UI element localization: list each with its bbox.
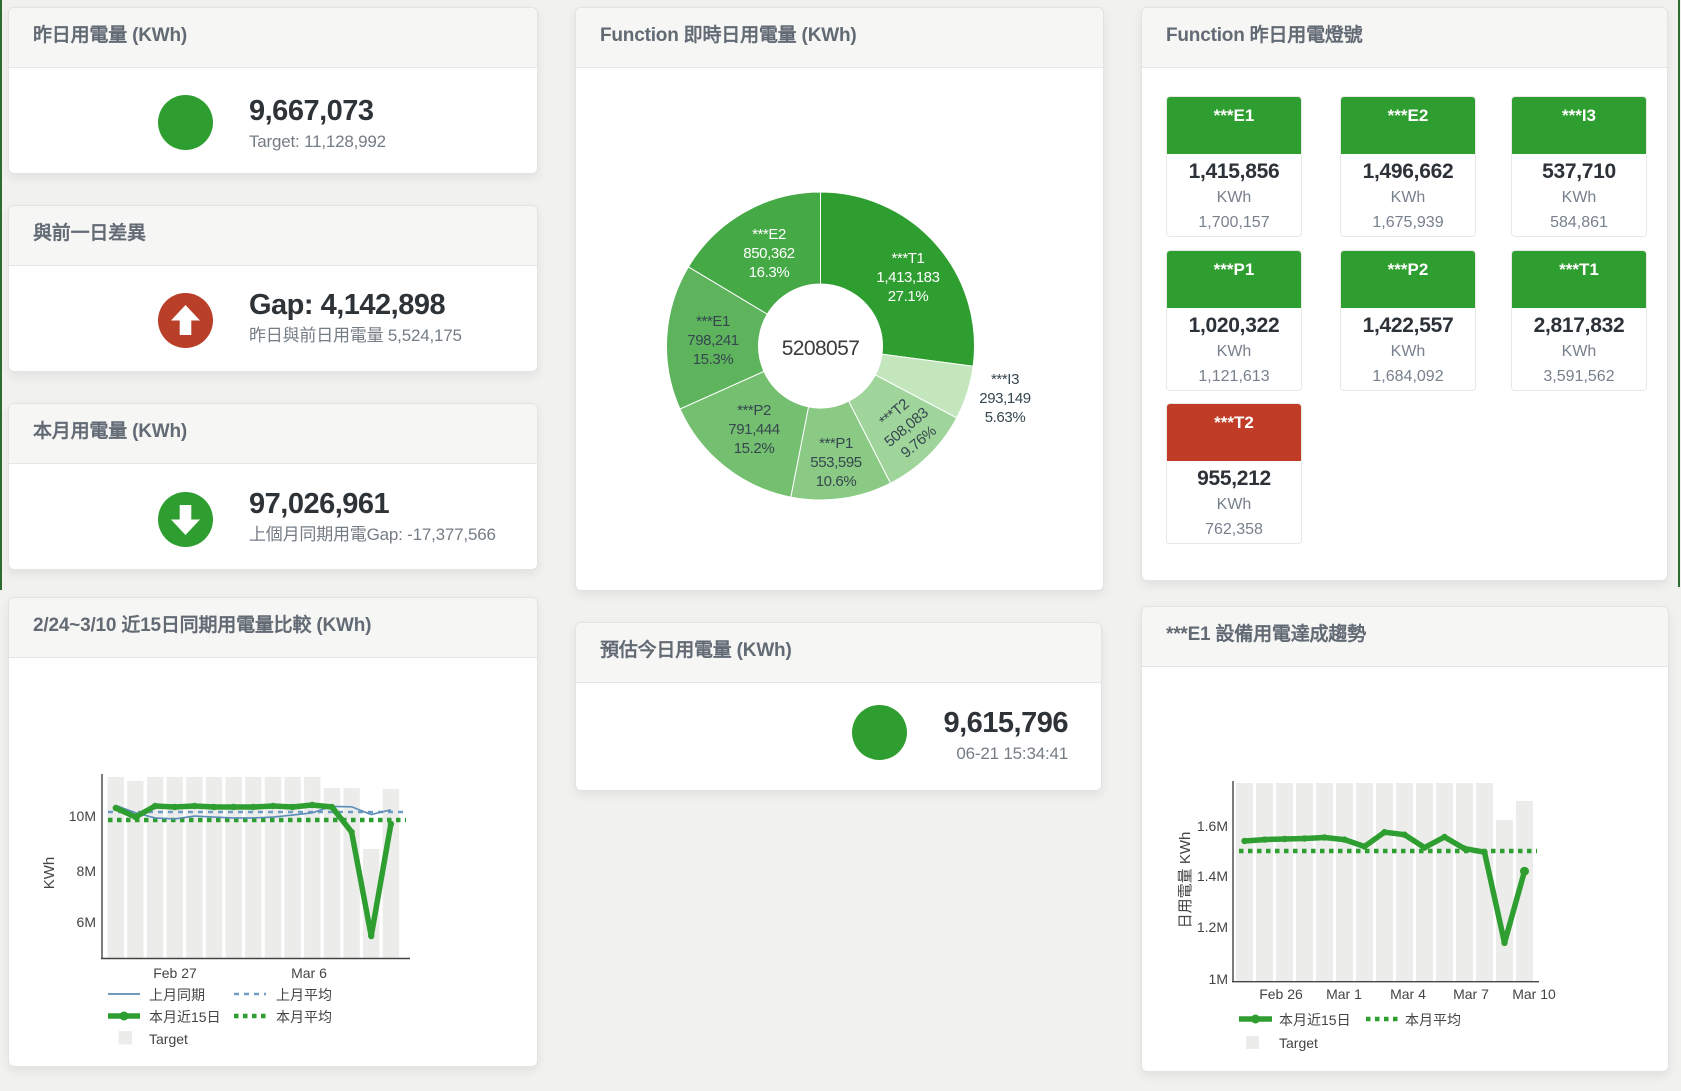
svg-text:KWh: KWh [41, 857, 58, 890]
svg-text:***E2: ***E2 [752, 226, 786, 243]
svg-text:791,444: 791,444 [728, 421, 779, 438]
svg-text:15.3%: 15.3% [693, 351, 734, 368]
svg-text:1.6M: 1.6M [1197, 818, 1228, 834]
svg-text:5.63%: 5.63% [985, 409, 1026, 426]
svg-text:16.3%: 16.3% [749, 264, 790, 281]
svg-text:27.1%: 27.1% [888, 288, 929, 305]
svg-text:Mar 4: Mar 4 [1390, 986, 1426, 1002]
svg-text:850,362: 850,362 [743, 245, 794, 262]
svg-text:10.6%: 10.6% [816, 473, 857, 490]
svg-text:1.2M: 1.2M [1197, 919, 1228, 935]
svg-text:本月平均: 本月平均 [276, 1009, 332, 1025]
svg-text:553,595: 553,595 [810, 454, 861, 471]
svg-text:日用電量 KWh: 日用電量 KWh [1177, 832, 1194, 929]
svg-text:***P2: ***P2 [737, 402, 771, 419]
svg-text:1,413,183: 1,413,183 [876, 269, 939, 286]
svg-text:上月平均: 上月平均 [276, 987, 332, 1003]
svg-text:本月平均: 本月平均 [1405, 1012, 1461, 1028]
svg-text:***E1: ***E1 [696, 313, 730, 330]
svg-text:798,241: 798,241 [687, 332, 738, 349]
svg-text:6M: 6M [77, 914, 96, 930]
svg-text:Mar 6: Mar 6 [291, 965, 327, 981]
svg-text:293,149: 293,149 [979, 390, 1030, 407]
svg-text:Mar 10: Mar 10 [1512, 986, 1556, 1002]
svg-text:5208057: 5208057 [782, 337, 860, 360]
svg-text:本月近15日: 本月近15日 [1279, 1012, 1351, 1028]
svg-text:10M: 10M [69, 808, 96, 824]
svg-text:上月同期: 上月同期 [149, 987, 205, 1003]
svg-text:1M: 1M [1209, 971, 1228, 987]
svg-text:Feb 26: Feb 26 [1259, 986, 1303, 1002]
svg-text:Mar 7: Mar 7 [1453, 986, 1489, 1002]
svg-text:***T1: ***T1 [891, 250, 924, 267]
svg-text:Mar 1: Mar 1 [1326, 986, 1362, 1002]
svg-text:Target: Target [149, 1031, 188, 1047]
svg-text:Feb 27: Feb 27 [153, 965, 197, 981]
svg-text:8M: 8M [77, 863, 96, 879]
svg-text:1.4M: 1.4M [1197, 868, 1228, 884]
svg-text:Target: Target [1279, 1035, 1318, 1051]
svg-text:15.2%: 15.2% [734, 440, 775, 457]
svg-text:***P1: ***P1 [819, 435, 853, 452]
svg-text:***I3: ***I3 [991, 371, 1019, 388]
svg-text:本月近15日: 本月近15日 [149, 1009, 221, 1025]
